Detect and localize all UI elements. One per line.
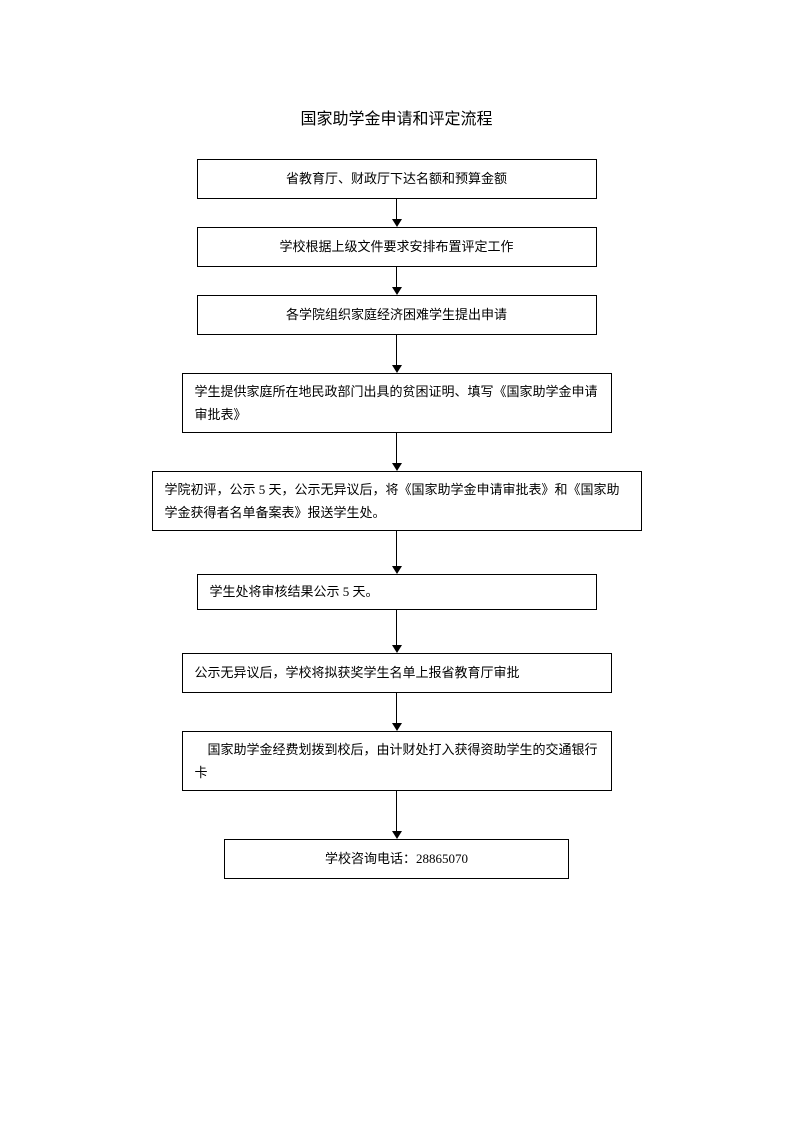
arrow-line [396, 335, 397, 365]
flowchart-node-n3: 各学院组织家庭经济困难学生提出申请 [197, 295, 597, 335]
flowchart-arrow [392, 791, 402, 839]
flowchart-node-n5: 学院初评，公示 5 天，公示无异议后，将《国家助学金申请审批表》和《国家助学金获… [152, 471, 642, 531]
arrow-line [396, 267, 397, 287]
flowchart-node-n1: 省教育厅、财政厅下达名额和预算金额 [197, 159, 597, 199]
arrow-head-icon [392, 723, 402, 731]
arrow-head-icon [392, 645, 402, 653]
flowchart-node-n4: 学生提供家庭所在地民政部门出具的贫困证明、填写《国家助学金申请审批表》 [182, 373, 612, 433]
flowchart-arrow [392, 610, 402, 653]
arrow-line [396, 610, 397, 645]
arrow-line [396, 199, 397, 219]
arrow-line [396, 693, 397, 723]
arrow-head-icon [392, 831, 402, 839]
arrow-head-icon [392, 566, 402, 574]
flowchart-arrow [392, 693, 402, 731]
flowchart-arrow [392, 335, 402, 373]
arrow-line [396, 433, 397, 463]
arrow-head-icon [392, 463, 402, 471]
flowchart-node-n6: 学生处将审核结果公示 5 天。 [197, 574, 597, 610]
arrow-line [396, 791, 397, 831]
page-title: 国家助学金申请和评定流程 [0, 0, 793, 159]
arrow-head-icon [392, 287, 402, 295]
flowchart-arrow [392, 531, 402, 574]
flowchart-container: 省教育厅、财政厅下达名额和预算金额学校根据上级文件要求安排布置评定工作各学院组织… [0, 159, 793, 879]
flowchart-node-n7: 公示无异议后，学校将拟获奖学生名单上报省教育厅审批 [182, 653, 612, 693]
flowchart-arrow [392, 267, 402, 295]
flowchart-node-n8: 国家助学金经费划拨到校后，由计财处打入获得资助学生的交通银行卡 [182, 731, 612, 791]
flowchart-arrow [392, 433, 402, 471]
flowchart-node-n9: 学校咨询电话：28865070 [224, 839, 569, 879]
flowchart-node-n2: 学校根据上级文件要求安排布置评定工作 [197, 227, 597, 267]
flowchart-arrow [392, 199, 402, 227]
arrow-head-icon [392, 365, 402, 373]
arrow-line [396, 531, 397, 566]
arrow-head-icon [392, 219, 402, 227]
